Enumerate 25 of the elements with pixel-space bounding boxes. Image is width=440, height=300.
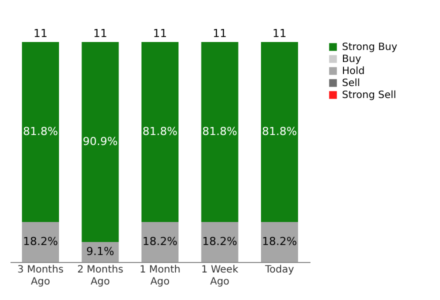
annotation: 11: [153, 27, 167, 40]
x-tick-label: 3 Months Ago: [17, 264, 64, 288]
legend-label: Strong Buy: [342, 42, 398, 53]
annotation: 11: [33, 27, 48, 40]
annotation: 11: [212, 27, 227, 40]
data-label: 18.2%: [23, 234, 58, 248]
data-label: 18.2%: [202, 234, 238, 248]
legend-label: Sell: [342, 78, 360, 89]
data-label: 18.2%: [142, 234, 178, 248]
data-label: 9.1%: [86, 244, 114, 258]
legend-label: Strong Sell: [342, 90, 396, 101]
data-label: 90.9%: [82, 134, 118, 148]
annotation: 11: [272, 27, 287, 40]
data-label: 81.8%: [262, 124, 297, 138]
annotation: 11: [93, 27, 108, 40]
x-tick-label: Today: [264, 264, 294, 276]
legend-label: Hold: [342, 66, 365, 77]
data-label: 81.8%: [23, 124, 58, 138]
data-label: 18.2%: [262, 234, 297, 248]
x-tick-label: 1 Week Ago: [201, 264, 238, 288]
data-label: 81.8%: [202, 124, 238, 138]
data-label: 81.8%: [142, 124, 178, 138]
x-tick-label: 2 Months Ago: [77, 264, 124, 288]
x-tick-label: 1 Month Ago: [140, 264, 180, 288]
legend-label: Buy: [342, 54, 362, 65]
